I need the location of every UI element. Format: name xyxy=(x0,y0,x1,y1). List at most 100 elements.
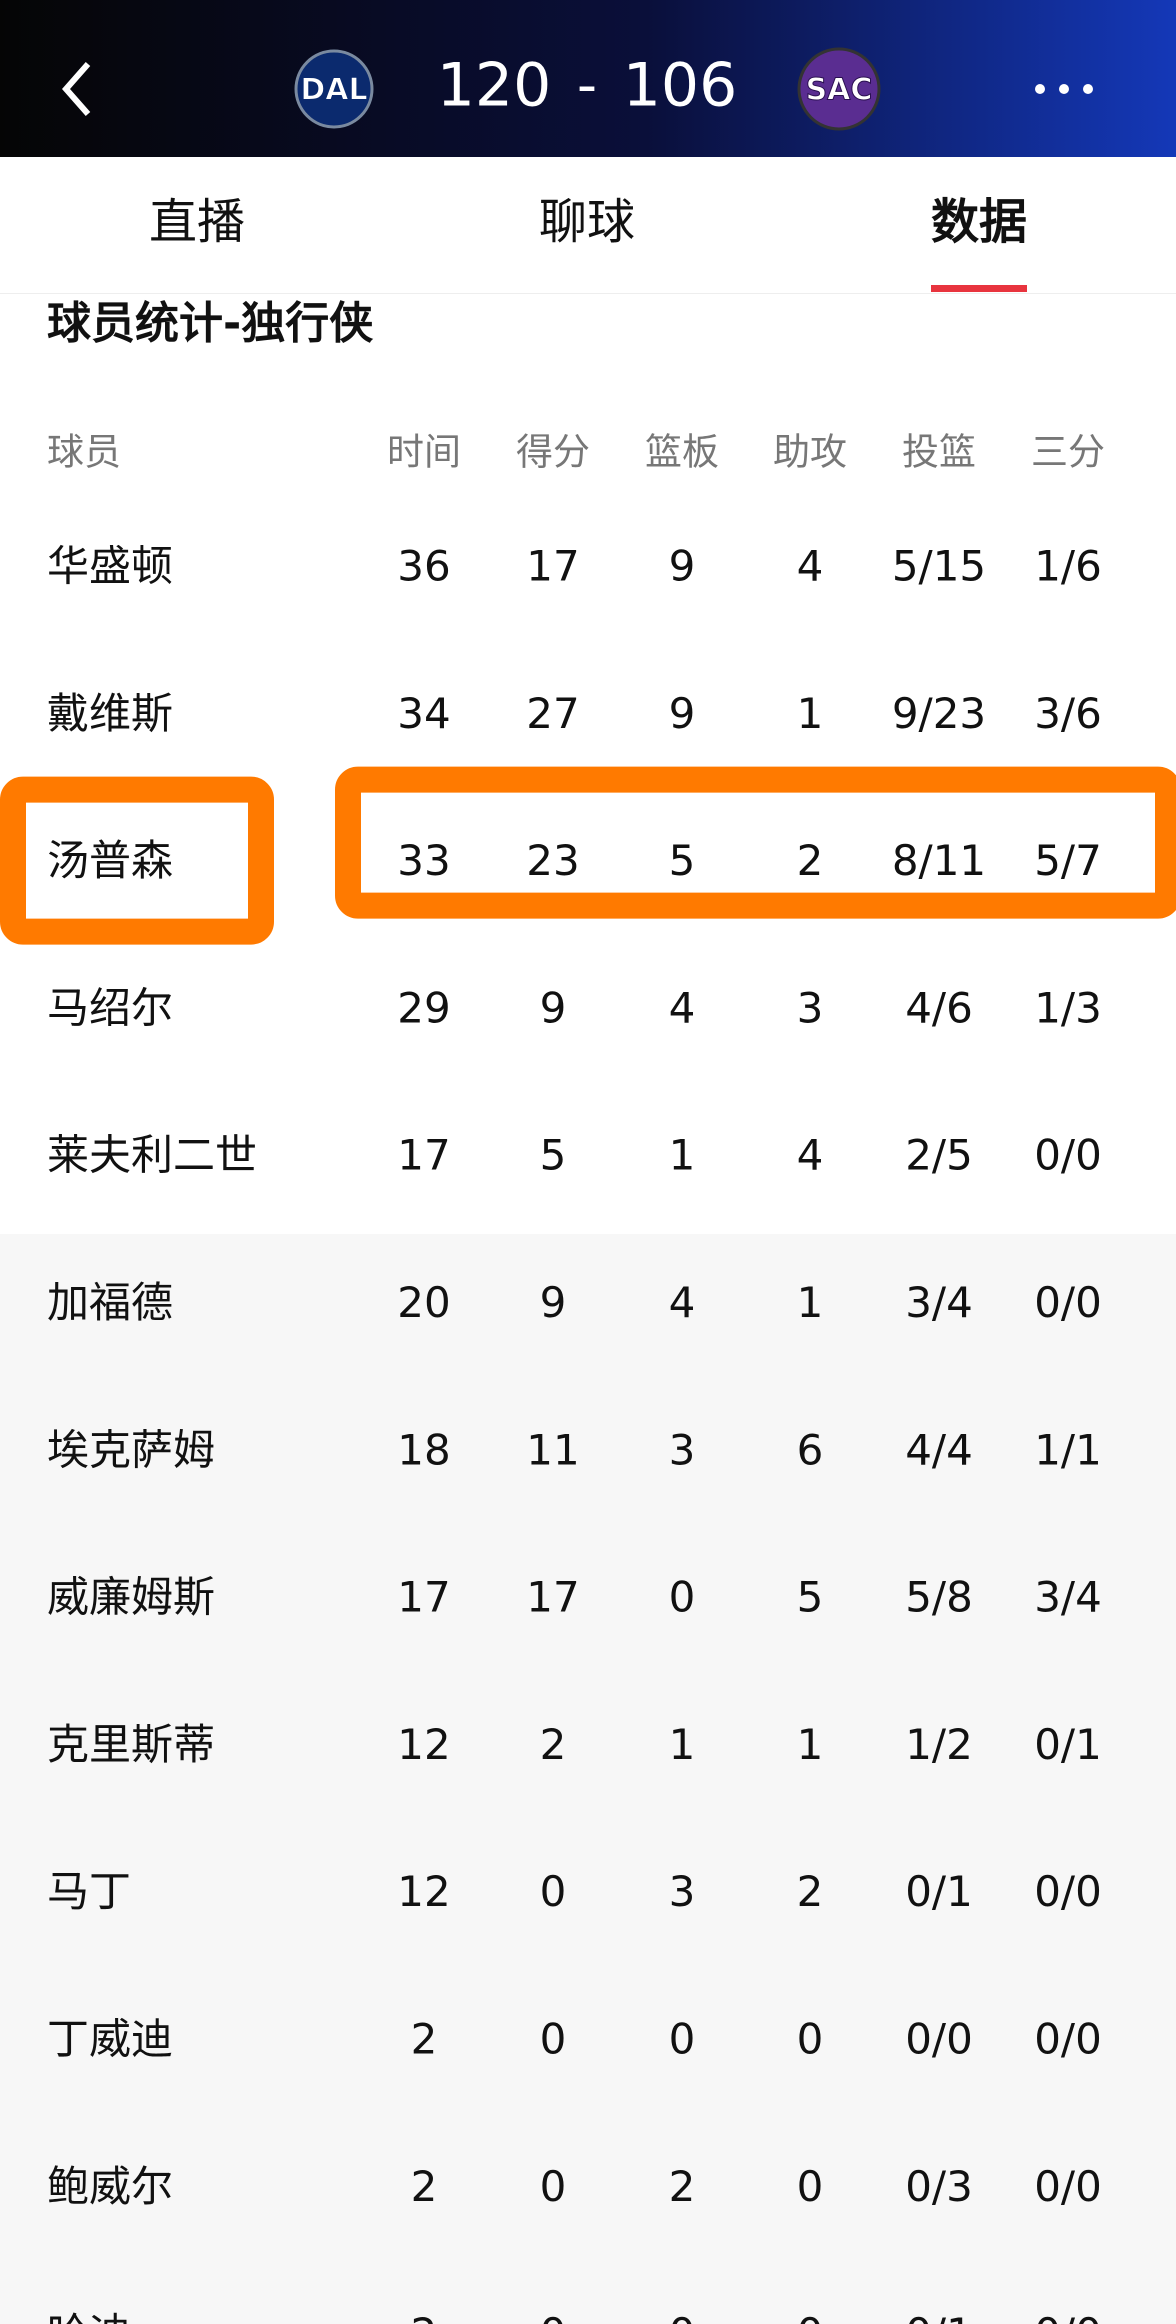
stat-cell: 0/0 xyxy=(1034,1278,1102,1327)
stat-cell: 1 xyxy=(797,689,824,738)
away-team: SAC xyxy=(806,73,873,108)
stat-cell: 9 xyxy=(669,689,696,738)
stat-cell: 6 xyxy=(797,1425,824,1474)
stat-cell: 0/1 xyxy=(905,1867,973,1916)
stat-cell: 1/1 xyxy=(1034,1425,1102,1474)
stat-cell: 5 xyxy=(540,1131,567,1180)
stat-cell: 9 xyxy=(540,1278,567,1327)
stat-cell: 5/7 xyxy=(1034,836,1102,885)
column-header: 三分 xyxy=(1031,431,1105,474)
stat-cell: 5 xyxy=(797,1573,824,1622)
player-name[interactable]: 马丁 xyxy=(47,1867,131,1916)
player-name[interactable]: 马绍尔 xyxy=(47,983,173,1032)
tab[interactable]: 数据 xyxy=(931,194,1027,250)
stat-cell: 17 xyxy=(526,1573,579,1622)
player-name[interactable]: 鲍威尔 xyxy=(47,2162,173,2211)
stat-cell: 1/6 xyxy=(1034,542,1102,591)
score-separator: - xyxy=(577,53,597,118)
stat-cell: 17 xyxy=(397,1573,450,1622)
stat-cell: 0/0 xyxy=(1034,2015,1102,2064)
tab[interactable]: 直播 xyxy=(149,194,245,250)
stat-cell: 4/6 xyxy=(905,983,973,1032)
more-button[interactable] xyxy=(1035,84,1093,94)
stat-cell: 5/15 xyxy=(892,542,986,591)
stat-cell: 0 xyxy=(669,2309,696,2324)
stat-cell: 0/0 xyxy=(1034,2309,1102,2324)
stat-cell: 4 xyxy=(797,1131,824,1180)
stat-cell: 4/4 xyxy=(905,1425,973,1474)
stat-cell: 2 xyxy=(540,1720,567,1769)
stat-cell: 20 xyxy=(397,1278,450,1327)
stat-cell: 2 xyxy=(669,2162,696,2211)
stat-cell: 3/4 xyxy=(1034,1573,1102,1622)
stat-cell: 5 xyxy=(669,836,696,885)
stat-cell: 27 xyxy=(526,689,579,738)
stat-cell: 0 xyxy=(797,2015,824,2064)
stat-cell: 9 xyxy=(540,983,567,1032)
player-name[interactable]: 华盛顿 xyxy=(47,542,173,591)
stat-cell: 12 xyxy=(397,1867,450,1916)
stat-cell: 18 xyxy=(397,1425,450,1474)
player-name[interactable]: 哈迪 xyxy=(47,2309,131,2324)
stat-cell: 9/23 xyxy=(892,689,986,738)
stat-cell: 17 xyxy=(397,1131,450,1180)
stat-cell: 0 xyxy=(797,2162,824,2211)
back-button[interactable] xyxy=(62,62,91,116)
player-name[interactable]: 汤普森 xyxy=(47,836,173,885)
score-header xyxy=(0,0,1176,157)
stat-cell: 2 xyxy=(797,1867,824,1916)
stat-cell: 5/8 xyxy=(905,1573,973,1622)
home-team: DAL xyxy=(300,73,367,108)
stat-cell: 3 xyxy=(669,1867,696,1916)
column-header: 得分 xyxy=(516,431,590,474)
stat-cell: 1 xyxy=(797,1720,824,1769)
stat-cell: 0 xyxy=(540,2309,567,2324)
home-logo xyxy=(294,49,374,129)
stat-cell: 0/0 xyxy=(905,2015,973,2064)
highlight-box xyxy=(0,776,274,945)
stat-cell: 12 xyxy=(397,1720,450,1769)
stat-cell: 4 xyxy=(669,983,696,1032)
stat-cell: 4 xyxy=(669,1278,696,1327)
home-score: 120 xyxy=(437,51,552,121)
stat-cell: 0/1 xyxy=(905,2309,973,2324)
player-name[interactable]: 威廉姆斯 xyxy=(47,1573,215,1622)
stat-cell: 9 xyxy=(669,542,696,591)
tab-bar xyxy=(0,157,1176,294)
player-name[interactable]: 埃克萨姆 xyxy=(47,1425,215,1474)
stat-cell: 4 xyxy=(797,542,824,591)
stat-cell: 34 xyxy=(397,689,450,738)
away-score: 106 xyxy=(623,51,738,121)
stat-cell: 0/3 xyxy=(905,2162,973,2211)
stat-cell: 36 xyxy=(397,542,450,591)
away-logo xyxy=(797,47,881,131)
stat-cell: 0 xyxy=(540,1867,567,1916)
column-header: 时间 xyxy=(387,431,461,474)
stat-cell: 23 xyxy=(526,836,579,885)
highlight-box xyxy=(335,766,1176,919)
stat-cell: 3 xyxy=(669,1425,696,1474)
column-header: 助攻 xyxy=(773,431,847,474)
stat-cell: 2 xyxy=(411,2309,438,2324)
stat-cell: 1 xyxy=(797,1278,824,1327)
stat-cell: 0 xyxy=(669,2015,696,2064)
stat-cell: 0/1 xyxy=(1034,1720,1102,1769)
stat-cell: 17 xyxy=(526,542,579,591)
stat-cell: 0 xyxy=(540,2015,567,2064)
player-name[interactable]: 戴维斯 xyxy=(47,689,173,738)
stat-cell: 8/11 xyxy=(892,836,986,885)
player-name[interactable]: 克里斯蒂 xyxy=(47,1720,215,1769)
column-header: 投篮 xyxy=(902,431,976,474)
player-name[interactable]: 莱夫利二世 xyxy=(47,1131,257,1180)
stat-cell: 33 xyxy=(397,836,450,885)
stat-cell: 11 xyxy=(526,1425,579,1474)
stat-cell: 0/0 xyxy=(1034,1867,1102,1916)
stat-cell: 1 xyxy=(669,1131,696,1180)
player-name[interactable]: 加福德 xyxy=(47,1278,173,1327)
stat-cell: 0 xyxy=(797,2309,824,2324)
stat-cell: 1/3 xyxy=(1034,983,1102,1032)
column-header: 篮板 xyxy=(645,431,719,474)
player-name[interactable]: 丁威迪 xyxy=(47,2015,173,2064)
tab[interactable]: 聊球 xyxy=(539,194,635,250)
stat-cell: 2 xyxy=(411,2015,438,2064)
